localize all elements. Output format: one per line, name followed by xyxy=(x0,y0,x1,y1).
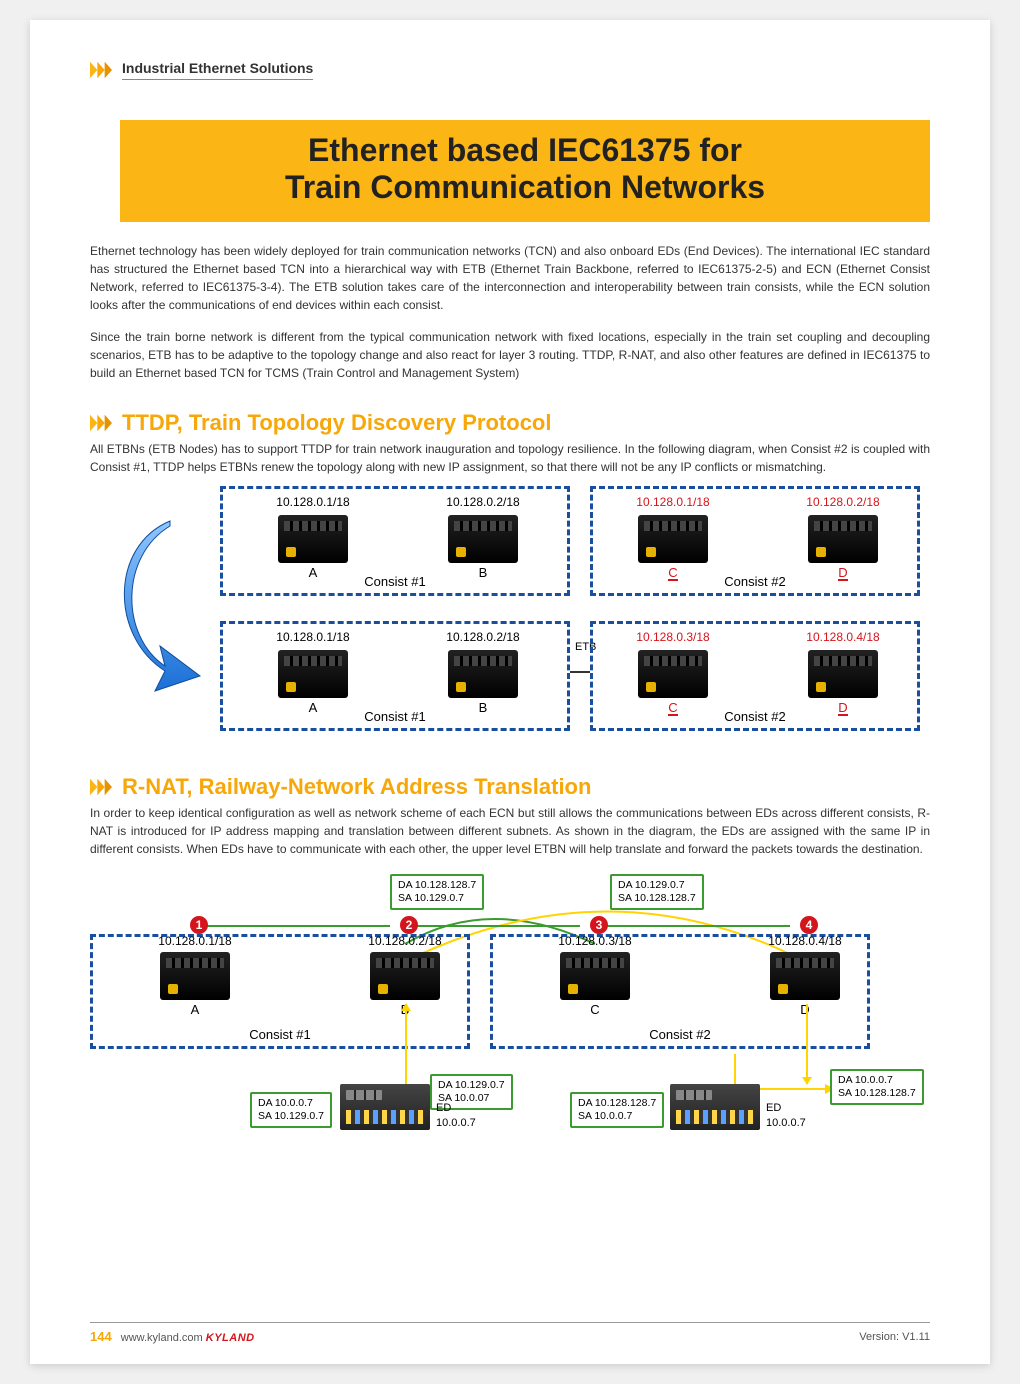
etbn-device-icon xyxy=(278,650,348,698)
page-number: 144 xyxy=(90,1329,112,1344)
node-label: C xyxy=(590,1002,599,1017)
etbn-device-icon xyxy=(370,952,440,1000)
node-ip: 10.128.0.2/18 xyxy=(446,495,519,509)
node-ip: 10.128.0.4/18 xyxy=(768,934,841,948)
brand-logo: KYLAND xyxy=(206,1332,255,1344)
section-ttdp-title: TTDP, Train Topology Discovery Protocol xyxy=(122,410,551,436)
diagram-ttdp: 10.128.0.1/18 A 10.128.0.2/18 B Consist … xyxy=(90,486,930,746)
node-ip: 10.128.0.3/18 xyxy=(636,630,709,644)
diagram-rnat: 1 2 3 4 Consist #1 Consist #2 10.128.0.1… xyxy=(90,874,930,1194)
node-ip: 10.128.0.1/18 xyxy=(158,934,231,948)
etbn-device-icon xyxy=(638,515,708,563)
consist-label: Consist #1 xyxy=(249,1027,310,1042)
consist-label: Consist #2 xyxy=(649,1027,710,1042)
etbn-device-icon xyxy=(770,952,840,1000)
node-label: B xyxy=(479,565,488,580)
node-label: C xyxy=(668,702,677,716)
etbn-device-icon xyxy=(638,650,708,698)
node-number: 2 xyxy=(400,916,418,934)
title-line1: Ethernet based IEC61375 for xyxy=(140,132,910,169)
chevron-icon xyxy=(90,61,112,79)
consist-label: Consist #1 xyxy=(364,574,425,589)
etbn-device-icon xyxy=(278,515,348,563)
page-header: Industrial Ethernet Solutions xyxy=(90,60,930,80)
etbn-device-icon xyxy=(448,515,518,563)
title-line2: Train Communication Networks xyxy=(140,169,910,206)
addr-box: DA 10.0.0.7SA 10.128.128.7 xyxy=(830,1069,924,1105)
chevron-icon xyxy=(90,414,112,432)
node-ip: 10.128.0.2/18 xyxy=(368,934,441,948)
section-rnat-body: In order to keep identical configuration… xyxy=(90,804,930,858)
consist-label: Consist #2 xyxy=(724,574,785,589)
node-ip: 10.128.0.1/18 xyxy=(636,495,709,509)
etbn-device-icon xyxy=(808,650,878,698)
etbn-device-icon xyxy=(808,515,878,563)
title-band: Ethernet based IEC61375 for Train Commun… xyxy=(90,120,930,222)
etbn-device-icon xyxy=(560,952,630,1000)
node-number: 4 xyxy=(800,916,818,934)
etbn-device-icon xyxy=(160,952,230,1000)
node-ip: 10.128.0.2/18 xyxy=(446,630,519,644)
node-ip: 10.128.0.3/18 xyxy=(558,934,631,948)
node-label: B xyxy=(479,700,488,715)
node-label: D xyxy=(838,702,847,716)
footer-url: www.kyland.com xyxy=(121,1332,203,1344)
node-label: A xyxy=(191,1002,200,1017)
consist-label: Consist #2 xyxy=(724,709,785,724)
etbn-device-icon xyxy=(448,650,518,698)
consist-label: Consist #1 xyxy=(364,709,425,724)
ed-label: ED 10.0.0.7 xyxy=(436,1101,476,1130)
version-label: Version: V1.11 xyxy=(859,1331,930,1343)
coupling-arrow-icon xyxy=(110,516,210,696)
addr-box: DA 10.128.128.7SA 10.0.0.7 xyxy=(570,1092,664,1128)
section-rnat-title: R-NAT, Railway-Network Address Translati… xyxy=(122,774,591,800)
arrow-up-icon xyxy=(405,1004,407,1084)
node-label: C xyxy=(668,567,677,581)
section-ttdp-head: TTDP, Train Topology Discovery Protocol xyxy=(90,410,930,436)
node-number: 1 xyxy=(190,916,208,934)
addr-box: DA 10.0.0.7SA 10.129.0.7 xyxy=(250,1092,332,1128)
addr-box: DA 10.129.0.7SA 10.128.128.7 xyxy=(610,874,704,910)
ed-device-icon xyxy=(670,1084,760,1130)
node-label: A xyxy=(309,565,318,580)
node-ip: 10.128.0.1/18 xyxy=(276,495,349,509)
node-label: A xyxy=(309,700,318,715)
node-ip: 10.128.0.1/18 xyxy=(276,630,349,644)
node-ip: 10.128.0.2/18 xyxy=(806,495,879,509)
section-rnat-head: R-NAT, Railway-Network Address Translati… xyxy=(90,774,930,800)
ed-device-icon xyxy=(340,1084,430,1130)
node-label: D xyxy=(800,1002,809,1017)
node-number: 3 xyxy=(590,916,608,934)
node-label: D xyxy=(838,567,847,581)
addr-box: DA 10.128.128.7SA 10.129.0.7 xyxy=(390,874,484,910)
header-category: Industrial Ethernet Solutions xyxy=(122,60,313,80)
intro-paragraph-1: Ethernet technology has been widely depl… xyxy=(90,242,930,314)
intro-paragraph-2: Since the train borne network is differe… xyxy=(90,328,930,382)
node-ip: 10.128.0.4/18 xyxy=(806,630,879,644)
chevron-icon xyxy=(90,778,112,796)
section-ttdp-body: All ETBNs (ETB Nodes) has to support TTD… xyxy=(90,440,930,476)
ed-label: ED 10.0.0.7 xyxy=(766,1101,806,1130)
page-footer: 144 www.kyland.com KYLAND Version: V1.11 xyxy=(90,1322,930,1344)
